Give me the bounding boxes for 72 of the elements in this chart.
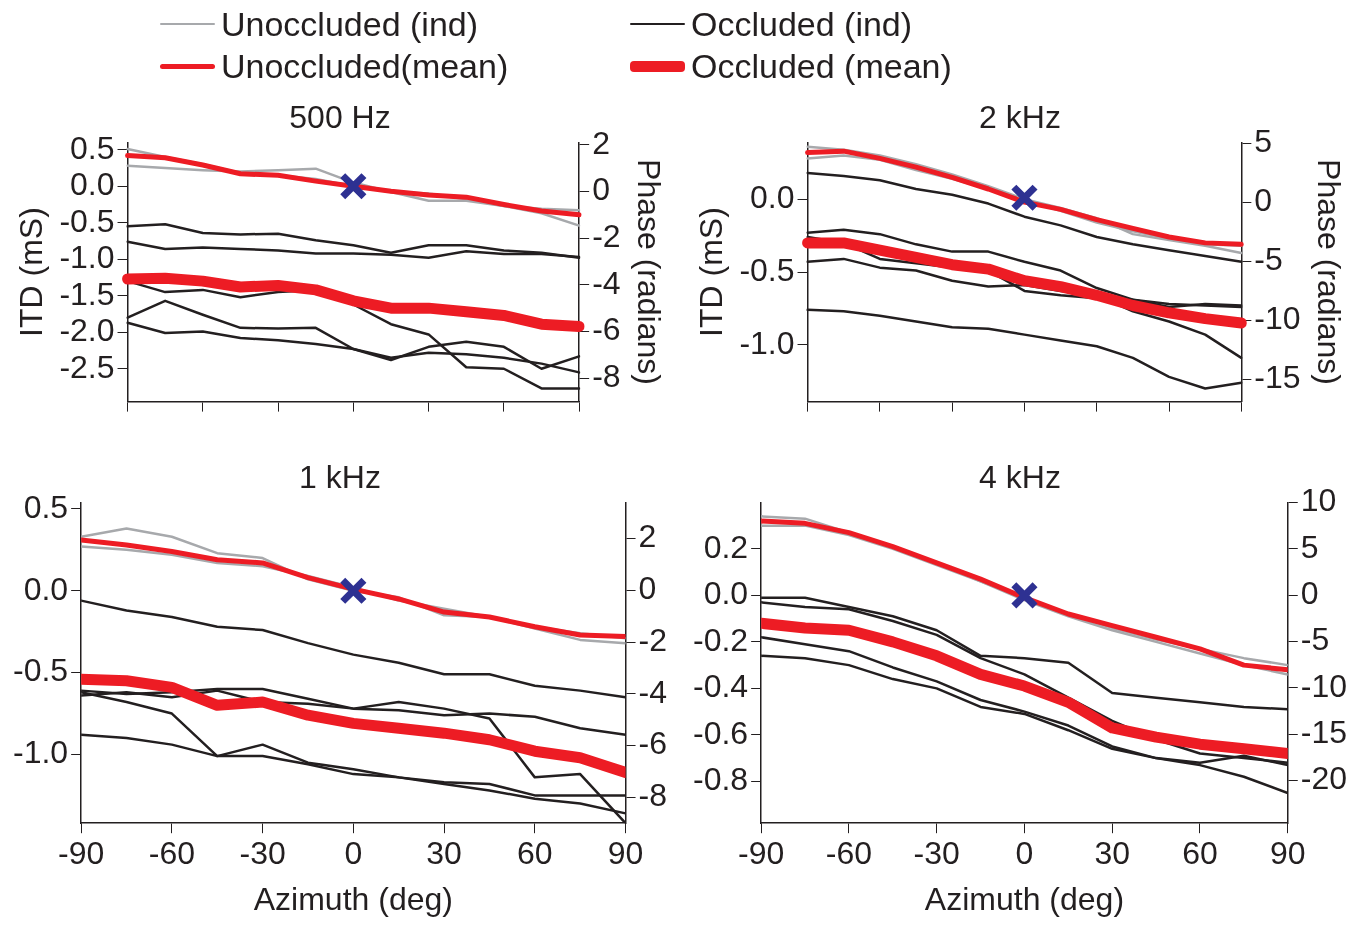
x-tick-label: -30 <box>913 835 960 872</box>
y-tick-label: -0.5 <box>739 251 795 288</box>
y2-tick-label: 5 <box>1254 123 1273 160</box>
x-axis-title: Azimuth (deg) <box>253 880 453 917</box>
y-axis-title: ITD (mS) <box>693 207 730 337</box>
x-tick-label: 90 <box>607 835 644 872</box>
chart-title: 1 kHz <box>299 459 381 496</box>
y-axis-title: ITD (mS) <box>13 207 50 337</box>
x-tick-label: 30 <box>1094 835 1131 872</box>
y-tick-label: 0.0 <box>23 570 69 607</box>
legend-label: Unoccluded(mean) <box>221 46 509 86</box>
y2-tick-label: -2 <box>592 217 621 254</box>
y2-tick-label: -4 <box>592 264 621 301</box>
y-tick-label: -2.5 <box>59 348 115 385</box>
y-tick-label: 0.5 <box>23 488 69 525</box>
x-tick-label: -90 <box>738 835 785 872</box>
y-tick-label: 0.0 <box>703 575 749 612</box>
x-tick-label: -90 <box>58 835 105 872</box>
y2-tick-label: 0 <box>592 171 610 208</box>
y-tick-label: -0.2 <box>693 621 749 658</box>
y-tick-label: -0.5 <box>59 202 115 239</box>
y-tick-label: 0.0 <box>750 179 795 216</box>
y2-tick-label: 2 <box>592 124 610 161</box>
y2-axis-title: Phase (radians) <box>630 159 667 385</box>
x-tick-label: -60 <box>148 835 195 872</box>
y2-tick-label: -4 <box>638 673 667 710</box>
y-tick-label: 0.5 <box>70 129 115 166</box>
y2-tick-label: -15 <box>1254 359 1301 396</box>
y-tick-label: -1.0 <box>59 239 115 276</box>
y2-tick-label: -8 <box>638 777 667 814</box>
y2-tick-label: 0 <box>1254 182 1273 219</box>
y2-tick-label: -6 <box>638 725 667 762</box>
y-tick-label: -0.4 <box>693 668 749 705</box>
y2-tick-label: 0 <box>1300 574 1319 611</box>
y2-tick-label: -5 <box>1300 621 1330 658</box>
y2-tick-label: -10 <box>1300 667 1347 704</box>
x-tick-label: 0 <box>1015 835 1034 872</box>
y-tick-label: -2.0 <box>59 312 115 349</box>
y2-tick-label: -6 <box>592 311 621 348</box>
y2-tick-label: -15 <box>1300 714 1347 751</box>
y2-tick-label: -8 <box>592 358 621 395</box>
y2-tick-label: 10 <box>1300 482 1337 519</box>
y2-tick-label: 0 <box>638 570 657 607</box>
y-tick-label: -0.6 <box>693 714 749 751</box>
chart-title: 500 Hz <box>289 99 391 136</box>
x-tick-label: 60 <box>517 835 553 872</box>
y2-tick-label: -20 <box>1300 760 1347 797</box>
x-tick-label: 0 <box>344 835 363 872</box>
x-tick-label: 30 <box>426 835 462 872</box>
x-tick-label: 60 <box>1182 835 1218 872</box>
x-axis-title: Azimuth (deg) <box>924 880 1125 917</box>
legend-label: Occluded (ind) <box>691 4 913 44</box>
y-tick-label: 0.0 <box>70 166 115 203</box>
y2-tick-label: -2 <box>638 621 667 658</box>
chart-title: 2 kHz <box>979 99 1061 136</box>
y2-tick-label: -10 <box>1254 300 1301 337</box>
y-tick-label: -1.0 <box>739 324 795 361</box>
chart-title: 4 kHz <box>979 459 1061 496</box>
y2-tick-label: 5 <box>1300 528 1319 565</box>
y2-tick-label: -5 <box>1254 241 1283 278</box>
y-tick-label: -0.5 <box>13 652 69 689</box>
y2-tick-label: 2 <box>638 518 657 555</box>
y2-axis-title: Phase (radians) <box>1310 159 1347 385</box>
y-tick-label: -1.0 <box>13 734 69 771</box>
x-tick-label: 90 <box>1269 835 1306 872</box>
y-tick-label: -1.5 <box>59 275 115 312</box>
legend-label: Occluded (mean) <box>691 46 952 86</box>
y-tick-label: -0.8 <box>693 761 749 798</box>
y-tick-label: 0.2 <box>703 528 749 565</box>
legend-label: Unoccluded (ind) <box>221 4 479 44</box>
x-tick-label: -60 <box>825 835 873 872</box>
x-tick-label: -30 <box>239 835 286 872</box>
